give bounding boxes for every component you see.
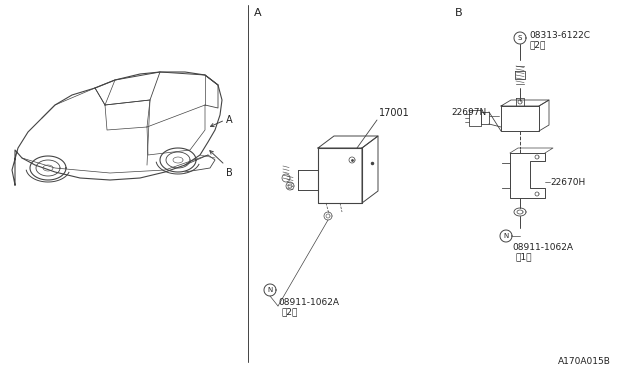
Text: N: N bbox=[504, 233, 509, 239]
Text: S: S bbox=[518, 35, 522, 41]
Text: 08911-1062A: 08911-1062A bbox=[278, 298, 339, 307]
Text: （2）: （2） bbox=[529, 40, 545, 49]
Text: N: N bbox=[268, 287, 273, 293]
Text: （2）: （2） bbox=[282, 307, 298, 316]
Text: A: A bbox=[226, 115, 232, 125]
Text: B: B bbox=[455, 8, 463, 18]
Text: A170A015B: A170A015B bbox=[558, 357, 611, 366]
Text: 22670H: 22670H bbox=[550, 178, 585, 187]
Text: A: A bbox=[254, 8, 262, 18]
Text: B: B bbox=[226, 168, 233, 178]
Text: （1）: （1） bbox=[516, 252, 532, 261]
Text: 08313-6122C: 08313-6122C bbox=[529, 31, 590, 40]
Text: 08911-1062A: 08911-1062A bbox=[512, 243, 573, 252]
Text: 22697N: 22697N bbox=[451, 108, 486, 117]
Text: 17001: 17001 bbox=[379, 108, 410, 118]
